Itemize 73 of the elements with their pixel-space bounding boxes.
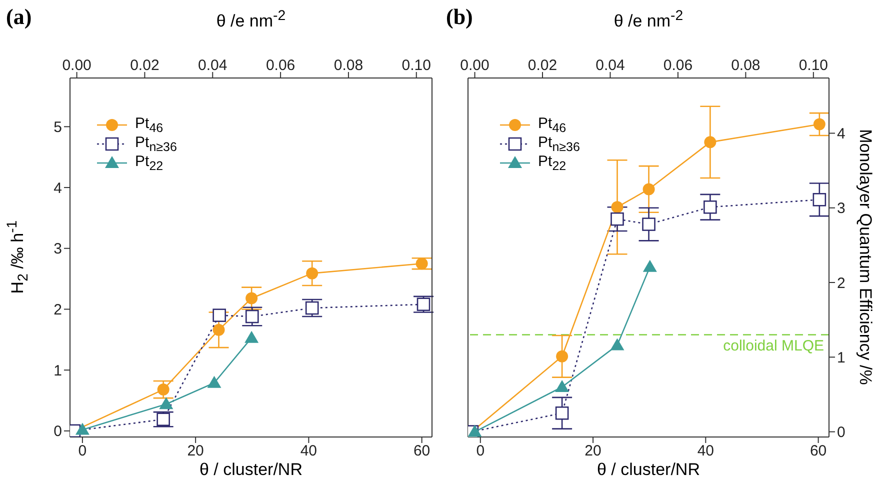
x2-tick-label: 0.08 xyxy=(334,57,364,74)
point xyxy=(812,193,826,206)
y-tick-label: 4 xyxy=(54,180,62,197)
x-tick-label: 0 xyxy=(476,442,485,460)
legend-label: Pt$_{n≥36}$ xyxy=(135,134,177,154)
point xyxy=(555,406,569,420)
point xyxy=(306,267,318,280)
point xyxy=(468,424,482,437)
y-tick-label: 1 xyxy=(54,362,62,380)
point xyxy=(244,330,259,343)
point xyxy=(611,201,624,214)
legend-label: Pt$_{22}$ xyxy=(135,152,164,172)
x2-tick-label: 0.10 xyxy=(798,57,828,74)
x2-tick-label: 0.04 xyxy=(596,57,625,74)
point xyxy=(157,384,170,396)
point xyxy=(555,380,570,392)
x-tick-label: 60 xyxy=(810,442,827,460)
x2-tick-label: 0.00 xyxy=(62,57,92,74)
point xyxy=(159,397,174,410)
y-tick-label: 2 xyxy=(54,302,62,319)
chart-title: (b) xyxy=(446,4,473,30)
point xyxy=(212,308,226,322)
y2-tick-label: 1 xyxy=(837,349,846,366)
x-tick-label: 20 xyxy=(584,442,602,460)
y-tick-label: 3 xyxy=(54,240,62,258)
x-axis-title: θ / cluster/NR xyxy=(596,460,701,480)
point xyxy=(245,310,259,324)
legend-label: Pt$_{46}$ xyxy=(538,114,566,134)
point xyxy=(156,412,170,426)
legend-label: Pt$_{46}$ xyxy=(135,114,164,134)
point xyxy=(642,183,655,196)
point xyxy=(642,260,657,272)
point xyxy=(212,324,225,336)
point xyxy=(207,376,222,388)
point xyxy=(813,118,826,130)
y2-axis-title: Monolayer Quantum Efficiency /% xyxy=(855,129,875,385)
x-tick-label: 60 xyxy=(413,442,430,460)
chart-title: (a) xyxy=(6,4,32,30)
x2-axis-title: θ /e nm$^{-2}$ xyxy=(614,8,684,31)
x2-tick-label: 0.04 xyxy=(198,57,228,74)
x2-tick-label: 0.08 xyxy=(731,57,760,74)
point xyxy=(75,422,90,435)
x-tick-label: 40 xyxy=(300,442,318,460)
y-tick-label: 5 xyxy=(54,119,62,136)
x2-tick-label: 0.02 xyxy=(130,57,160,74)
x2-tick-label: 0.00 xyxy=(460,57,490,74)
x2-tick-label: 0.02 xyxy=(528,57,558,74)
point xyxy=(642,218,656,231)
point xyxy=(704,136,716,148)
ref-line-label: colloidal MLQE xyxy=(723,337,824,354)
point xyxy=(416,298,430,312)
y-tick-label: 0 xyxy=(54,423,62,440)
y2-tick-label: 3 xyxy=(837,200,846,218)
x2-tick-label: 0.06 xyxy=(663,57,693,74)
x-tick-label: 0 xyxy=(78,442,87,460)
point xyxy=(556,350,568,362)
x-tick-label: 40 xyxy=(697,442,714,460)
legend-label: Pt$_{22}$ xyxy=(538,152,566,172)
x2-axis-title: θ /e nm$^{-2}$ xyxy=(215,8,287,32)
y2-tick-label: 4 xyxy=(837,126,846,143)
legend-label: Pt$_{n≥36}$ xyxy=(538,134,580,154)
point xyxy=(246,292,258,304)
y2-tick-label: 2 xyxy=(837,274,846,292)
x2-tick-label: 0.06 xyxy=(266,57,296,74)
y2-tick-label: 0 xyxy=(837,424,846,442)
point xyxy=(305,301,319,315)
x-tick-label: 20 xyxy=(187,442,204,460)
x-axis-title: θ / cluster/NR xyxy=(198,460,304,480)
point xyxy=(610,212,624,226)
point xyxy=(704,200,717,214)
point xyxy=(416,258,428,270)
x2-tick-label: 0.10 xyxy=(402,57,431,74)
point xyxy=(610,338,624,350)
